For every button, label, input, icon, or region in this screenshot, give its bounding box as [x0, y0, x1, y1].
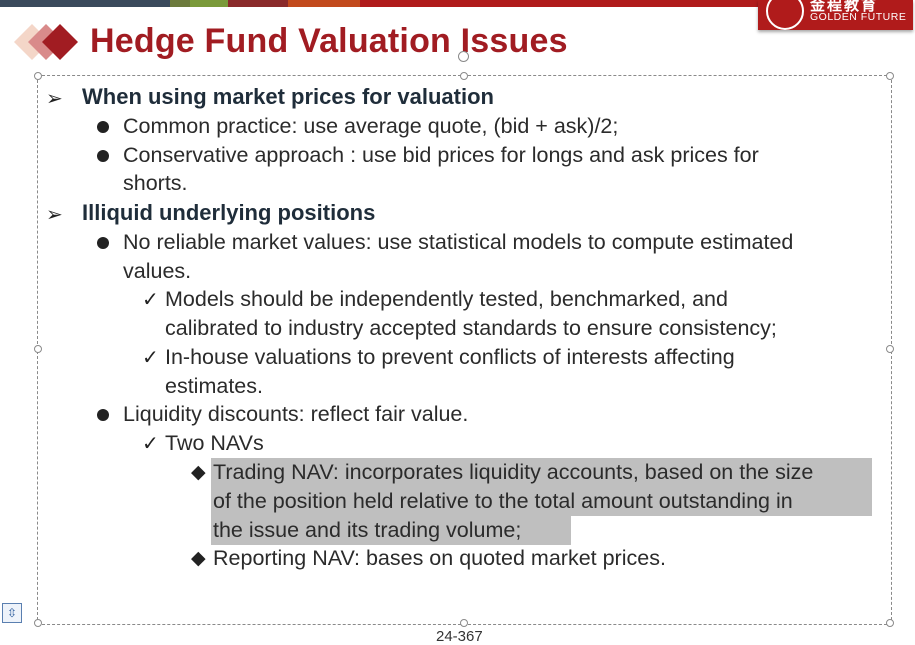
- logo-emblem-icon: [766, 0, 804, 30]
- diamond-bullet-icon: ◆: [191, 462, 206, 483]
- check-in-house-line2: estimates.: [165, 374, 263, 398]
- brand-logo: 金程教育 GOLDEN FUTURE: [758, 0, 913, 30]
- strip-segment: [170, 0, 190, 7]
- rotate-handle[interactable]: [458, 51, 469, 62]
- bullet-common-practice: Common practice: use average quote, (bid…: [123, 114, 619, 138]
- arrow-bullet-icon: ➢: [46, 88, 63, 110]
- diamond-bullet-icon: ◆: [191, 548, 206, 569]
- round-bullet-icon: [97, 409, 109, 421]
- round-bullet-icon: [97, 150, 109, 162]
- resize-handle-top-right[interactable]: [886, 72, 894, 80]
- check-models-line1: Models should be independently tested, b…: [165, 287, 728, 311]
- logo-english-text: GOLDEN FUTURE: [810, 11, 907, 23]
- check-bullet-icon: ✓: [142, 433, 159, 455]
- resize-handle-bottom[interactable]: [460, 619, 468, 627]
- strip-segment: [0, 0, 170, 7]
- title-diamonds-icon: [14, 24, 78, 60]
- reporting-nav: Reporting NAV: bases on quoted market pr…: [213, 546, 666, 570]
- resize-handle-bottom-right[interactable]: [886, 619, 894, 627]
- round-bullet-icon: [97, 237, 109, 249]
- slide-title: Hedge Fund Valuation Issues: [90, 22, 568, 60]
- strip-segment: [228, 0, 288, 7]
- top-color-strip: [0, 0, 760, 7]
- strip-segment: [360, 0, 760, 7]
- resize-handle-bottom-left[interactable]: [34, 619, 42, 627]
- resize-handle-left[interactable]: [34, 345, 42, 353]
- check-two-navs: Two NAVs: [165, 431, 264, 455]
- bullet-conservative-approach-line1: Conservative approach : use bid prices f…: [123, 143, 759, 167]
- resize-handle-top-left[interactable]: [34, 72, 42, 80]
- check-in-house-line1: In-house valuations to prevent conflicts…: [165, 345, 735, 369]
- bullet-conservative-approach-line2: shorts.: [123, 171, 188, 195]
- trading-nav-line1: Trading NAV: incorporates liquidity acco…: [213, 460, 814, 484]
- check-models-line2: calibrated to industry accepted standard…: [165, 316, 777, 340]
- section-heading-market-prices: When using market prices for valuation: [82, 84, 494, 109]
- layout-options-icon[interactable]: ⇳: [2, 603, 22, 623]
- page-number: 24-367: [436, 628, 483, 645]
- check-bullet-icon: ✓: [142, 347, 159, 369]
- section-heading-illiquid: Illiquid underlying positions: [82, 200, 376, 225]
- check-bullet-icon: ✓: [142, 289, 159, 311]
- round-bullet-icon: [97, 121, 109, 133]
- arrow-bullet-icon: ➢: [46, 204, 63, 226]
- bullet-no-reliable-line1: No reliable market values: use statistic…: [123, 230, 794, 254]
- logo-chinese-text: 金程教育: [810, 0, 879, 14]
- strip-segment: [288, 0, 360, 7]
- strip-segment: [190, 0, 228, 7]
- text-highlight: [211, 487, 872, 516]
- resize-handle-right[interactable]: [886, 345, 894, 353]
- resize-handle-top[interactable]: [460, 72, 468, 80]
- trading-nav-line2: of the position held relative to the tot…: [213, 489, 793, 513]
- text-highlight: [211, 458, 872, 487]
- text-highlight: [211, 516, 571, 545]
- trading-nav-line3: the issue and its trading volume;: [213, 518, 522, 542]
- bullet-liquidity-discounts: Liquidity discounts: reflect fair value.: [123, 402, 469, 426]
- bullet-no-reliable-line2: values.: [123, 259, 192, 283]
